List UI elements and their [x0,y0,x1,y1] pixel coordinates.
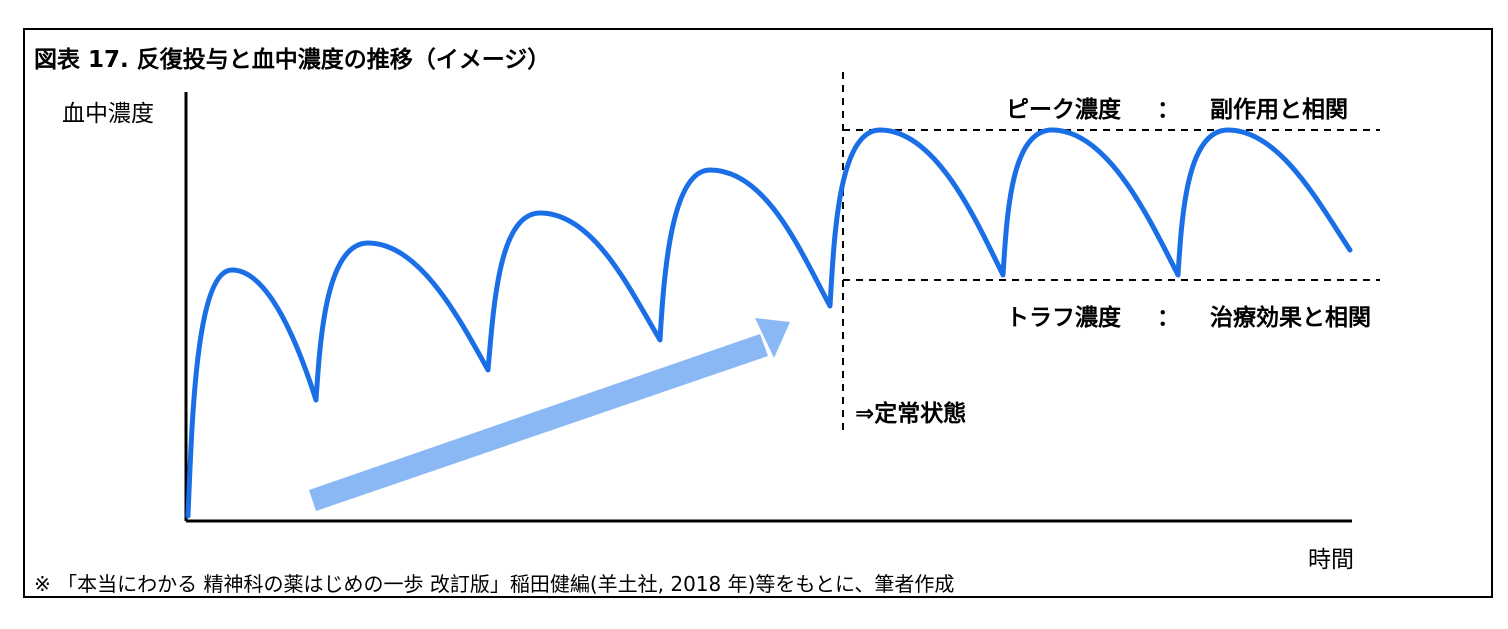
concentration-curve [185,127,1353,519]
peak-name: ピーク濃度 [1006,97,1121,123]
trough-name: トラフ濃度 [1006,305,1121,331]
x-axis-label: 時間 [1308,547,1354,573]
peak-description: 副作用と相関 [1210,97,1348,123]
rising-trend-arrow [309,318,790,511]
y-axis-label: 血中濃度 [62,101,154,127]
source-note: ※ 「本当にわかる 精神科の薬はじめの一歩 改訂版」稲田健編(羊土社, 2018… [34,572,955,596]
peak-concentration-label: ピーク濃度 ： 副作用と相関 [1006,90,1348,124]
trough-concentration-label: トラフ濃度 ： 治療効果と相関 [1006,298,1371,332]
figure-frame [23,28,1493,598]
trough-separator: ： [1157,305,1180,331]
figure-title: 図表 17. 反復投与と血中濃度の推移（イメージ） [34,47,551,73]
trough-description: 治療効果と相関 [1210,305,1371,331]
steady-state-label: ⇒定常状態 [855,401,967,427]
peak-separator: ： [1157,97,1180,123]
